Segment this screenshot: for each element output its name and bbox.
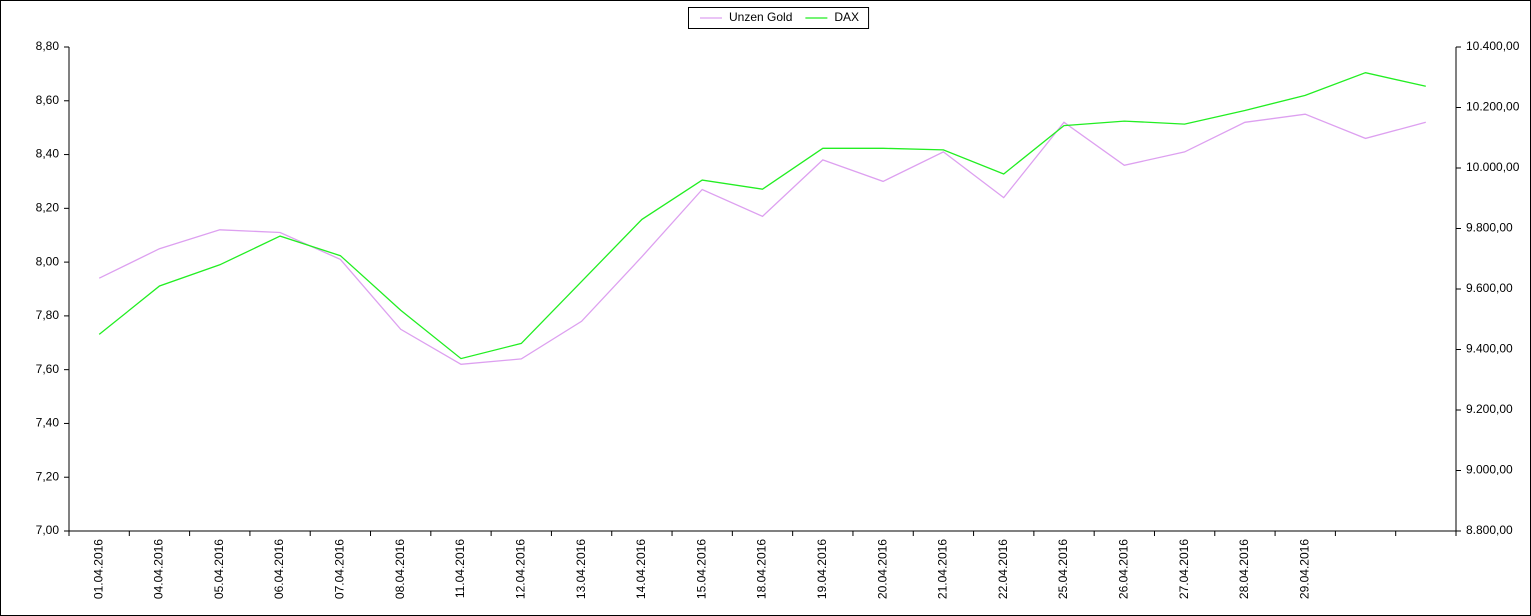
x-tick-label: 15.04.2016 xyxy=(694,539,708,599)
x-tick-label: 29.04.2016 xyxy=(1297,539,1311,599)
legend: Unzen Gold DAX xyxy=(688,7,870,29)
x-tick-label: 25.04.2016 xyxy=(1056,539,1070,599)
x-tick-label: 05.04.2016 xyxy=(212,539,226,599)
y-tick-label: 8,20 xyxy=(36,201,60,215)
y-tick-label: 8,80 xyxy=(36,39,60,53)
x-tick-label: 01.04.2016 xyxy=(91,539,105,599)
series-line xyxy=(98,113,1426,365)
x-tick-label: 04.04.2016 xyxy=(152,539,166,599)
y2-tick-label: 9.600,00 xyxy=(1466,281,1513,295)
y-tick-label: 7,80 xyxy=(36,308,60,322)
x-tick-label: 12.04.2016 xyxy=(513,539,527,599)
x-tick-label: 13.04.2016 xyxy=(574,539,588,599)
y-tick-label: 8,40 xyxy=(36,147,60,161)
y2-tick-label: 10.200,00 xyxy=(1466,100,1520,114)
x-tick-label: 18.04.2016 xyxy=(755,539,769,599)
x-tick-label: 14.04.2016 xyxy=(634,539,648,599)
legend-label: Unzen Gold xyxy=(729,10,792,24)
y-tick-label: 7,60 xyxy=(36,362,60,376)
x-tick-label: 19.04.2016 xyxy=(815,539,829,599)
y2-tick-label: 8.800,00 xyxy=(1466,523,1513,537)
x-tick-label: 21.04.2016 xyxy=(936,539,950,599)
x-tick-label: 20.04.2016 xyxy=(875,539,889,599)
y-tick-label: 7,40 xyxy=(36,416,60,430)
x-tick-label: 07.04.2016 xyxy=(333,539,347,599)
y2-tick-label: 9.000,00 xyxy=(1466,463,1513,477)
y2-tick-label: 10.000,00 xyxy=(1466,160,1520,174)
x-tick-label: 27.04.2016 xyxy=(1177,539,1191,599)
y-tick-label: 8,60 xyxy=(36,93,60,107)
y2-tick-label: 9.400,00 xyxy=(1466,342,1513,356)
y2-tick-label: 9.200,00 xyxy=(1466,402,1513,416)
y2-tick-label: 10.400,00 xyxy=(1466,39,1520,53)
legend-box xyxy=(688,7,870,29)
x-tick-label: 22.04.2016 xyxy=(996,539,1010,599)
y-tick-label: 7,20 xyxy=(36,469,60,483)
y-tick-label: 8,00 xyxy=(36,254,60,268)
series-line xyxy=(98,72,1426,360)
x-tick-label: 06.04.2016 xyxy=(272,539,286,599)
y-tick-label: 7,00 xyxy=(36,523,60,537)
y2-tick-label: 9.800,00 xyxy=(1466,221,1513,235)
x-tick-label: 26.04.2016 xyxy=(1116,539,1130,599)
x-tick-label: 28.04.2016 xyxy=(1237,539,1251,599)
x-tick-label: 08.04.2016 xyxy=(393,539,407,599)
x-tick-label: 11.04.2016 xyxy=(453,539,467,598)
legend-label: DAX xyxy=(834,10,859,24)
